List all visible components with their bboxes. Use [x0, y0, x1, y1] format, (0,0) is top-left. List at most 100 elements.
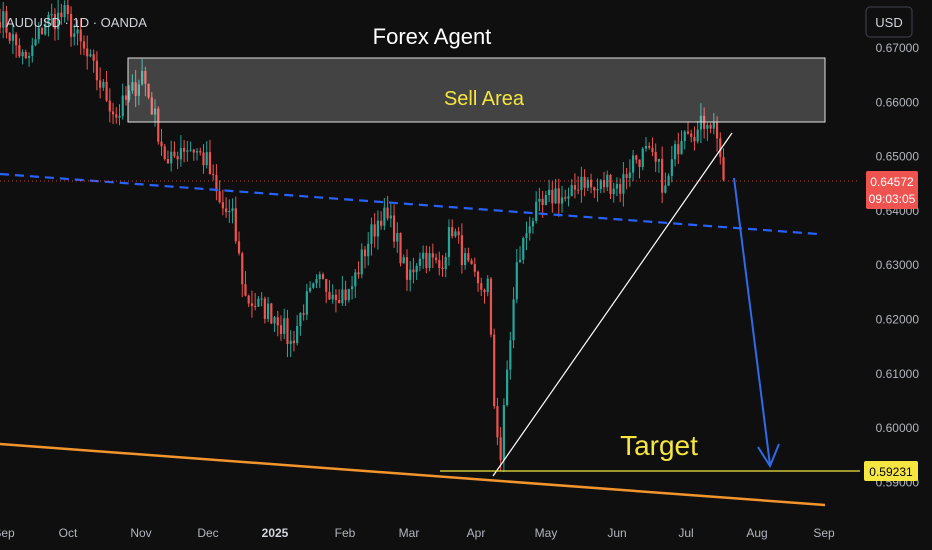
candle-body	[34, 39, 37, 46]
svg-text:AUDUSD · 1D · OANDA: AUDUSD · 1D · OANDA	[6, 15, 147, 30]
candle-body	[24, 52, 27, 59]
candle-body	[657, 158, 661, 162]
candle-body	[102, 81, 105, 88]
candle-body	[444, 257, 447, 270]
price-tick-label: 0.62000	[876, 313, 920, 327]
price-tick-label: 0.63000	[876, 258, 920, 272]
candle-body	[31, 45, 34, 57]
candle-body	[157, 108, 160, 142]
candle-body	[602, 180, 606, 188]
candle-body	[205, 152, 208, 166]
candle-body	[686, 131, 690, 134]
candle-body	[518, 259, 522, 263]
time-axis[interactable]: Sep Oct Nov Dec 2025 Feb Mar Apr May Jun Jul Aug Sep	[0, 526, 835, 540]
candle-body	[350, 286, 354, 290]
candle-body	[719, 138, 722, 158]
sell-zone-box[interactable]	[127, 57, 826, 123]
candle-body	[583, 176, 586, 188]
sell-zone[interactable]: Sell Area	[127, 57, 826, 123]
candle-body	[115, 114, 118, 118]
candle-body	[373, 224, 376, 237]
candle-body	[228, 211, 231, 213]
candle-body	[609, 174, 612, 194]
candle-body	[383, 207, 386, 226]
candle-body	[557, 188, 560, 204]
candle-body	[496, 406, 499, 438]
candle-body	[380, 220, 383, 226]
candle-body	[586, 179, 589, 188]
candle-body	[134, 82, 137, 96]
candle-body	[464, 253, 467, 265]
currency-button[interactable]: USD	[865, 6, 913, 38]
candle-body	[564, 197, 567, 199]
candle-body	[467, 253, 470, 261]
time-tick-label: Feb	[335, 526, 356, 540]
candle-body	[273, 317, 276, 324]
candle-body	[176, 156, 179, 160]
price-tick-label: 0.60000	[876, 421, 920, 435]
candle-body	[27, 56, 31, 59]
candle-body	[250, 303, 254, 306]
candle-body	[441, 267, 444, 270]
candle-body	[237, 241, 241, 254]
candle-body	[86, 48, 89, 57]
candle-body	[434, 257, 438, 260]
candle-body	[628, 172, 631, 178]
candle-body	[121, 95, 124, 117]
candle-body	[0, 22, 2, 28]
support-line[interactable]	[0, 442, 826, 507]
candle-body	[308, 287, 312, 292]
legend-separator-1: ·	[61, 15, 73, 30]
candle-body	[460, 235, 463, 265]
candle-body	[661, 158, 664, 193]
candle-body	[638, 159, 641, 167]
candle-body	[641, 148, 644, 167]
candle-body	[286, 318, 289, 344]
candle-body	[344, 289, 347, 301]
candle-body	[402, 257, 405, 264]
candle-body	[483, 289, 486, 293]
candle-body	[166, 159, 170, 164]
price-axis[interactable]: 0.670000.660000.650000.640000.630000.620…	[876, 41, 920, 489]
candle-body	[170, 151, 173, 164]
candle-body	[289, 340, 292, 344]
projection-arrow[interactable]	[733, 177, 780, 469]
time-tick-label: 2025	[262, 526, 289, 540]
candle-body	[389, 215, 392, 219]
candle-body	[690, 133, 693, 137]
candle-body	[476, 271, 480, 284]
candle-body	[82, 41, 86, 49]
candle-body	[528, 226, 531, 234]
candle-body	[50, 14, 53, 16]
candle-body	[276, 317, 279, 326]
target-price-value: 0.59231	[869, 465, 913, 479]
legend-separator-2: ·	[89, 15, 101, 30]
candle-body	[431, 253, 434, 258]
candle-body	[577, 189, 580, 191]
candle-body	[47, 14, 50, 24]
candle-body	[670, 159, 673, 176]
candle-body	[15, 34, 18, 46]
candle-body	[428, 253, 431, 268]
candle-body	[44, 23, 47, 35]
dashed-trend-line[interactable]	[0, 172, 819, 236]
candle-body	[234, 208, 237, 242]
candle-body	[599, 180, 602, 190]
uptrend-line[interactable]	[492, 132, 733, 477]
candle-body	[489, 278, 493, 335]
candle-body	[551, 189, 554, 204]
candle-body	[506, 369, 509, 406]
candle-body	[522, 237, 525, 260]
candle-body	[341, 289, 344, 304]
candle-body	[79, 29, 82, 42]
candle-body	[680, 141, 683, 155]
currency-button-frame[interactable]	[865, 6, 913, 38]
candle-body	[480, 283, 483, 290]
candle-body	[179, 148, 182, 160]
candle-body	[654, 152, 657, 162]
symbol-legend[interactable]: AUDUSD · 1D · OANDA	[6, 15, 147, 30]
time-tick-label: Sep	[813, 526, 835, 540]
candle-body	[57, 12, 60, 30]
candle-body	[473, 264, 476, 272]
